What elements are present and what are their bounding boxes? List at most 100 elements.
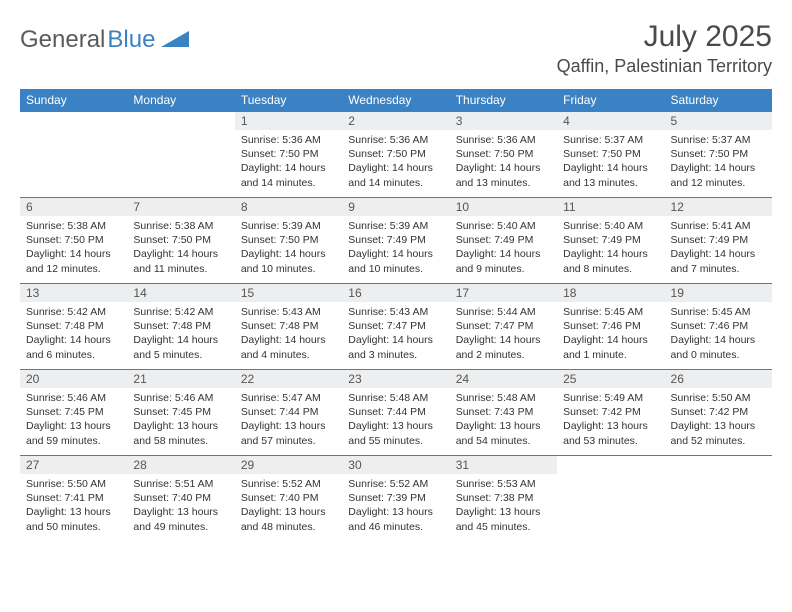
day-info: Sunrise: 5:47 AMSunset: 7:44 PMDaylight:… xyxy=(235,388,342,451)
calendar-day-empty xyxy=(20,112,127,198)
day-info: Sunrise: 5:45 AMSunset: 7:46 PMDaylight:… xyxy=(665,302,772,365)
day-number: 19 xyxy=(665,284,772,302)
calendar-day: 24Sunrise: 5:48 AMSunset: 7:43 PMDayligh… xyxy=(450,370,557,456)
day-number: 3 xyxy=(450,112,557,130)
day-number: 13 xyxy=(20,284,127,302)
day-info: Sunrise: 5:50 AMSunset: 7:41 PMDaylight:… xyxy=(20,474,127,537)
calendar-day: 23Sunrise: 5:48 AMSunset: 7:44 PMDayligh… xyxy=(342,370,449,456)
location: Qaffin, Palestinian Territory xyxy=(557,56,772,77)
calendar-day: 7Sunrise: 5:38 AMSunset: 7:50 PMDaylight… xyxy=(127,198,234,284)
day-info: Sunrise: 5:43 AMSunset: 7:48 PMDaylight:… xyxy=(235,302,342,365)
day-info: Sunrise: 5:52 AMSunset: 7:39 PMDaylight:… xyxy=(342,474,449,537)
calendar-body: 1Sunrise: 5:36 AMSunset: 7:50 PMDaylight… xyxy=(20,112,772,542)
day-header: Wednesday xyxy=(342,89,449,112)
calendar-day: 12Sunrise: 5:41 AMSunset: 7:49 PMDayligh… xyxy=(665,198,772,284)
calendar-day: 13Sunrise: 5:42 AMSunset: 7:48 PMDayligh… xyxy=(20,284,127,370)
month-title: July 2025 xyxy=(557,20,772,54)
calendar-day: 3Sunrise: 5:36 AMSunset: 7:50 PMDaylight… xyxy=(450,112,557,198)
day-number: 18 xyxy=(557,284,664,302)
calendar-day: 17Sunrise: 5:44 AMSunset: 7:47 PMDayligh… xyxy=(450,284,557,370)
day-number: 2 xyxy=(342,112,449,130)
logo-text-general: General xyxy=(20,26,105,54)
calendar-day: 25Sunrise: 5:49 AMSunset: 7:42 PMDayligh… xyxy=(557,370,664,456)
calendar-week: 1Sunrise: 5:36 AMSunset: 7:50 PMDaylight… xyxy=(20,112,772,198)
logo-triangle-icon xyxy=(161,29,189,52)
calendar-day: 8Sunrise: 5:39 AMSunset: 7:50 PMDaylight… xyxy=(235,198,342,284)
day-info: Sunrise: 5:53 AMSunset: 7:38 PMDaylight:… xyxy=(450,474,557,537)
calendar-day: 2Sunrise: 5:36 AMSunset: 7:50 PMDaylight… xyxy=(342,112,449,198)
day-info: Sunrise: 5:43 AMSunset: 7:47 PMDaylight:… xyxy=(342,302,449,365)
header: General Blue July 2025 Qaffin, Palestini… xyxy=(20,20,772,77)
day-number: 22 xyxy=(235,370,342,388)
day-number: 10 xyxy=(450,198,557,216)
calendar-day: 4Sunrise: 5:37 AMSunset: 7:50 PMDaylight… xyxy=(557,112,664,198)
day-number: 21 xyxy=(127,370,234,388)
calendar-day: 6Sunrise: 5:38 AMSunset: 7:50 PMDaylight… xyxy=(20,198,127,284)
day-info: Sunrise: 5:50 AMSunset: 7:42 PMDaylight:… xyxy=(665,388,772,451)
day-number: 31 xyxy=(450,456,557,474)
day-number: 4 xyxy=(557,112,664,130)
day-number: 12 xyxy=(665,198,772,216)
day-number: 26 xyxy=(665,370,772,388)
day-number: 27 xyxy=(20,456,127,474)
day-number: 11 xyxy=(557,198,664,216)
day-number: 15 xyxy=(235,284,342,302)
calendar-day: 29Sunrise: 5:52 AMSunset: 7:40 PMDayligh… xyxy=(235,456,342,542)
day-info: Sunrise: 5:44 AMSunset: 7:47 PMDaylight:… xyxy=(450,302,557,365)
day-number: 20 xyxy=(20,370,127,388)
day-header: Monday xyxy=(127,89,234,112)
day-info: Sunrise: 5:37 AMSunset: 7:50 PMDaylight:… xyxy=(665,130,772,193)
calendar-day: 1Sunrise: 5:36 AMSunset: 7:50 PMDaylight… xyxy=(235,112,342,198)
day-info: Sunrise: 5:36 AMSunset: 7:50 PMDaylight:… xyxy=(450,130,557,193)
calendar-day: 18Sunrise: 5:45 AMSunset: 7:46 PMDayligh… xyxy=(557,284,664,370)
calendar-week: 13Sunrise: 5:42 AMSunset: 7:48 PMDayligh… xyxy=(20,284,772,370)
day-info: Sunrise: 5:42 AMSunset: 7:48 PMDaylight:… xyxy=(20,302,127,365)
calendar-day: 9Sunrise: 5:39 AMSunset: 7:49 PMDaylight… xyxy=(342,198,449,284)
calendar-week: 6Sunrise: 5:38 AMSunset: 7:50 PMDaylight… xyxy=(20,198,772,284)
day-number: 8 xyxy=(235,198,342,216)
calendar-day-empty xyxy=(557,456,664,542)
day-number: 24 xyxy=(450,370,557,388)
calendar-day-empty xyxy=(127,112,234,198)
calendar-day: 30Sunrise: 5:52 AMSunset: 7:39 PMDayligh… xyxy=(342,456,449,542)
day-number: 30 xyxy=(342,456,449,474)
calendar-week: 20Sunrise: 5:46 AMSunset: 7:45 PMDayligh… xyxy=(20,370,772,456)
day-info: Sunrise: 5:36 AMSunset: 7:50 PMDaylight:… xyxy=(342,130,449,193)
day-info: Sunrise: 5:41 AMSunset: 7:49 PMDaylight:… xyxy=(665,216,772,279)
calendar-day: 26Sunrise: 5:50 AMSunset: 7:42 PMDayligh… xyxy=(665,370,772,456)
calendar-day: 14Sunrise: 5:42 AMSunset: 7:48 PMDayligh… xyxy=(127,284,234,370)
day-info: Sunrise: 5:42 AMSunset: 7:48 PMDaylight:… xyxy=(127,302,234,365)
day-number: 23 xyxy=(342,370,449,388)
logo: General Blue xyxy=(20,26,189,54)
calendar-day: 31Sunrise: 5:53 AMSunset: 7:38 PMDayligh… xyxy=(450,456,557,542)
calendar-head: SundayMondayTuesdayWednesdayThursdayFrid… xyxy=(20,89,772,112)
calendar-day: 15Sunrise: 5:43 AMSunset: 7:48 PMDayligh… xyxy=(235,284,342,370)
day-header: Tuesday xyxy=(235,89,342,112)
day-number: 29 xyxy=(235,456,342,474)
day-number: 5 xyxy=(665,112,772,130)
title-block: July 2025 Qaffin, Palestinian Territory xyxy=(557,20,772,77)
calendar-day: 27Sunrise: 5:50 AMSunset: 7:41 PMDayligh… xyxy=(20,456,127,542)
calendar-table: SundayMondayTuesdayWednesdayThursdayFrid… xyxy=(20,89,772,542)
calendar-day: 22Sunrise: 5:47 AMSunset: 7:44 PMDayligh… xyxy=(235,370,342,456)
day-header: Thursday xyxy=(450,89,557,112)
calendar-day: 16Sunrise: 5:43 AMSunset: 7:47 PMDayligh… xyxy=(342,284,449,370)
day-info: Sunrise: 5:48 AMSunset: 7:43 PMDaylight:… xyxy=(450,388,557,451)
calendar-day: 10Sunrise: 5:40 AMSunset: 7:49 PMDayligh… xyxy=(450,198,557,284)
day-number: 16 xyxy=(342,284,449,302)
day-number: 28 xyxy=(127,456,234,474)
day-info: Sunrise: 5:40 AMSunset: 7:49 PMDaylight:… xyxy=(450,216,557,279)
day-info: Sunrise: 5:39 AMSunset: 7:49 PMDaylight:… xyxy=(342,216,449,279)
calendar-day: 28Sunrise: 5:51 AMSunset: 7:40 PMDayligh… xyxy=(127,456,234,542)
day-number: 14 xyxy=(127,284,234,302)
day-info: Sunrise: 5:51 AMSunset: 7:40 PMDaylight:… xyxy=(127,474,234,537)
day-number: 17 xyxy=(450,284,557,302)
day-info: Sunrise: 5:52 AMSunset: 7:40 PMDaylight:… xyxy=(235,474,342,537)
day-number: 25 xyxy=(557,370,664,388)
day-info: Sunrise: 5:46 AMSunset: 7:45 PMDaylight:… xyxy=(20,388,127,451)
day-info: Sunrise: 5:36 AMSunset: 7:50 PMDaylight:… xyxy=(235,130,342,193)
calendar-day: 11Sunrise: 5:40 AMSunset: 7:49 PMDayligh… xyxy=(557,198,664,284)
day-number: 6 xyxy=(20,198,127,216)
calendar-day-empty xyxy=(665,456,772,542)
day-info: Sunrise: 5:48 AMSunset: 7:44 PMDaylight:… xyxy=(342,388,449,451)
